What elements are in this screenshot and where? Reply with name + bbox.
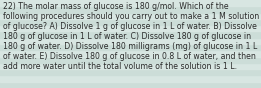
Bar bbox=[0, 38, 261, 44]
Bar bbox=[0, 13, 261, 19]
Bar bbox=[0, 82, 261, 88]
Bar bbox=[0, 50, 261, 57]
Bar bbox=[0, 0, 261, 6]
Bar bbox=[0, 57, 261, 63]
Bar bbox=[0, 25, 261, 31]
Bar bbox=[0, 75, 261, 82]
Bar bbox=[0, 44, 261, 50]
Bar bbox=[0, 6, 261, 13]
Bar bbox=[0, 63, 261, 69]
Bar bbox=[0, 31, 261, 38]
Text: 22) The molar mass of glucose is 180 g/mol. Which of the
following procedures sh: 22) The molar mass of glucose is 180 g/m… bbox=[3, 2, 260, 71]
Bar bbox=[0, 69, 261, 75]
Bar bbox=[0, 19, 261, 25]
